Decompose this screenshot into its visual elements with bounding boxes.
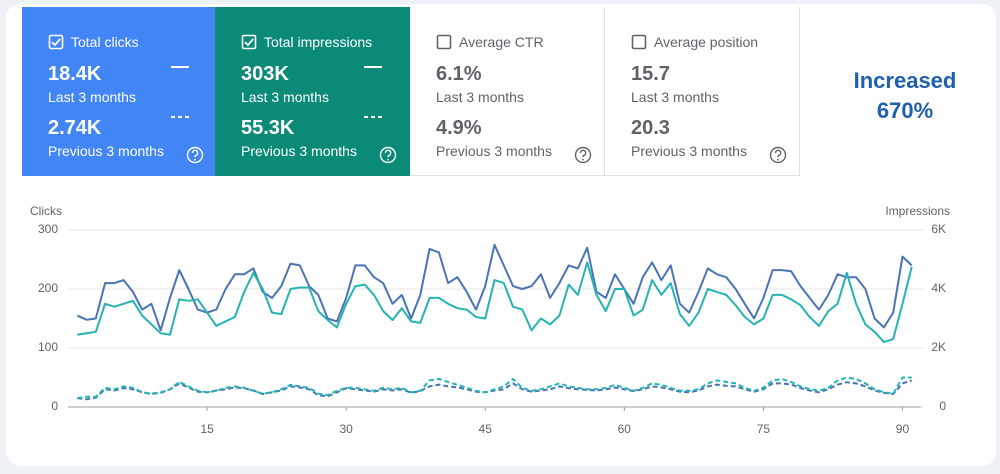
annotation: Increased 670% — [820, 66, 990, 126]
series-line — [76, 243, 913, 332]
y2-tick-label: 0 — [939, 399, 946, 413]
card-label: Total impressions — [264, 34, 373, 50]
help-icon-dot — [777, 158, 779, 161]
checkbox[interactable] — [436, 34, 452, 50]
help-icon — [186, 146, 204, 164]
card-icons — [769, 146, 787, 164]
y2-tick-label: 6K — [931, 222, 946, 236]
checkbox[interactable] — [631, 34, 647, 50]
help-icon-dot — [387, 158, 389, 161]
x-tick-label: 60 — [618, 422, 632, 436]
card-value: 6.1% — [436, 63, 482, 85]
card-previous-value: 55.3K — [241, 117, 295, 139]
card-previous-period: Previous 3 months — [241, 143, 357, 159]
help-icon-mark — [774, 149, 782, 158]
card-value: 18.4K — [48, 63, 102, 85]
card-icons — [574, 146, 592, 164]
card-label-row: Total clicks — [48, 33, 215, 51]
checkbox[interactable] — [48, 34, 64, 50]
card-period: Last 3 months — [241, 89, 329, 105]
card-period: Last 3 months — [48, 89, 136, 105]
metric-card[interactable]: Average CTR 6.1% Last 3 months 4.9% Previous… — [410, 7, 605, 176]
y2-tick-label: 4K — [931, 281, 946, 295]
y2-axis-label: Impressions — [885, 204, 950, 218]
y-tick-label: 200 — [38, 281, 58, 295]
help-icon-mark — [579, 149, 587, 158]
checkbox-box — [241, 34, 257, 50]
card-label: Average CTR — [459, 34, 544, 50]
card-previous-period: Previous 3 months — [48, 143, 164, 159]
checkmark — [244, 38, 254, 47]
checkbox-box — [436, 34, 452, 50]
card-label-row: Average CTR — [436, 33, 604, 51]
y2-tick-label: 2K — [931, 340, 946, 354]
help-icon-mark — [384, 149, 392, 158]
card-previous-period: Previous 3 months — [436, 143, 552, 159]
previous-series-line — [77, 379, 913, 401]
card-label-row: Average position — [631, 33, 799, 51]
help-icon-dot — [194, 158, 196, 161]
x-tick-label: 15 — [200, 422, 214, 436]
card-period: Last 3 months — [436, 89, 524, 105]
help-icon-dot — [582, 158, 584, 161]
card-previous-period: Previous 3 months — [631, 143, 747, 159]
card-previous-value: 20.3 — [631, 117, 670, 139]
help-icon — [574, 146, 592, 164]
previous-series-line — [77, 376, 912, 400]
y-tick-label: 300 — [38, 222, 58, 236]
card-label-row: Total impressions — [241, 33, 410, 51]
y-axis-label: Clicks — [30, 204, 62, 218]
card-period: Last 3 months — [631, 89, 719, 105]
checkbox-box — [48, 34, 64, 50]
x-tick-label: 45 — [479, 422, 493, 436]
x-tick-label: 75 — [757, 422, 771, 436]
metric-card[interactable]: Total clicks 18.4K Last 3 months 2.74K Previ… — [22, 7, 215, 176]
y-tick-label: 0 — [51, 399, 58, 413]
card-icons — [171, 66, 204, 164]
y-tick-label: 100 — [38, 340, 58, 354]
card-previous-value: 4.9% — [436, 117, 482, 139]
x-tick-label: 90 — [896, 422, 910, 436]
x-tick-label: 30 — [339, 422, 353, 436]
card-value: 15.7 — [631, 63, 670, 85]
annotation-line: 670% — [876, 98, 934, 123]
annotation-line: Increased — [853, 68, 957, 93]
metric-card[interactable]: Total impressions 303K Last 3 months 55.3K P… — [215, 7, 410, 176]
checkbox-box — [631, 34, 647, 50]
metric-card[interactable]: Average position 15.7 Last 3 months 20.3 Pre… — [605, 7, 800, 176]
help-icon-mark — [191, 149, 199, 158]
card-label: Total clicks — [71, 34, 139, 50]
help-icon — [379, 146, 397, 164]
series-line — [77, 261, 913, 344]
card-previous-value: 2.74K — [48, 117, 102, 139]
checkbox[interactable] — [241, 34, 257, 50]
checkmark — [51, 38, 61, 47]
card-label: Average position — [654, 34, 759, 50]
card-icons — [364, 66, 397, 164]
help-icon — [769, 146, 787, 164]
card-value: 303K — [241, 63, 289, 85]
